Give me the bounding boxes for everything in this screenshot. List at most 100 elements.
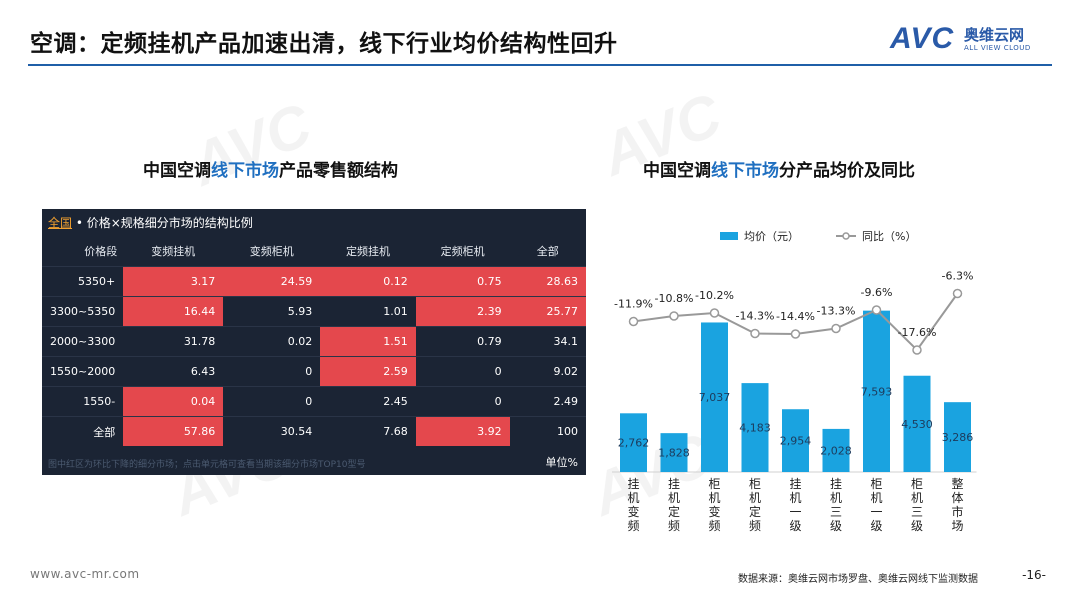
yoy-value-label: -11.9% — [614, 298, 653, 311]
category-label-char: 柜 — [749, 477, 761, 491]
row-label: 2000~3300 — [42, 326, 124, 356]
panel-footnote: 图中红区为环比下降的细分市场；点击单元格可查看当期该细分市场TOP10型号 — [48, 460, 366, 470]
yoy-point — [790, 329, 801, 339]
yoy-value-label: -9.6% — [861, 286, 893, 299]
logo-cn-text: 奥维云网 — [964, 26, 1025, 44]
table-cell[interactable]: 2.59 — [320, 356, 416, 386]
category-label-char: 频 — [668, 519, 680, 533]
table-cell[interactable]: 9.02 — [509, 356, 586, 386]
table-cell[interactable]: 24.59 — [223, 266, 321, 296]
category-label-char: 级 — [789, 519, 801, 533]
table-cell[interactable]: 0.79 — [415, 326, 510, 356]
title-divider — [28, 64, 1052, 66]
table-row: 1550- 0.04 0 2.45 0 2.49 — [42, 386, 586, 416]
bar-value-label: 2,954 — [780, 435, 812, 448]
table-cell[interactable]: 0.04 — [123, 386, 224, 416]
row-label: 1550~2000 — [42, 356, 124, 386]
legend-label: 同比（%） — [862, 230, 916, 243]
category-label-char: 柜 — [911, 477, 923, 491]
bar — [741, 383, 769, 472]
table-cell[interactable]: 6.43 — [123, 356, 224, 386]
category-label-char: 市 — [951, 504, 963, 519]
legend-bar-swatch — [720, 232, 738, 240]
table-cell[interactable]: 1.51 — [320, 326, 416, 356]
table-cell[interactable]: 0 — [223, 356, 321, 386]
category-label-char: 变 — [627, 504, 639, 519]
column-header: 变频柜机 — [249, 245, 294, 258]
table-cell[interactable]: 0.02 — [223, 326, 321, 356]
table-cell[interactable]: 34.1 — [509, 326, 586, 356]
table-cell[interactable]: 28.63 — [509, 266, 586, 296]
category-label-char: 变 — [708, 504, 720, 519]
bar — [903, 375, 931, 472]
table-cell[interactable]: 5.93 — [223, 296, 321, 326]
unit-label: 单位% — [545, 456, 578, 469]
category-label-char: 一 — [870, 505, 882, 519]
table-cell[interactable]: 100 — [509, 416, 586, 446]
category-label-char: 机 — [749, 491, 761, 505]
category-label-char: 场 — [951, 519, 963, 533]
table-cell[interactable]: 16.44 — [123, 296, 224, 326]
category-label-char: 柜 — [870, 477, 882, 491]
category-label-char: 一 — [789, 505, 801, 519]
category-label-char: 频 — [627, 519, 639, 533]
table-cell[interactable]: 25.77 — [509, 296, 586, 326]
table-cell[interactable]: 0 — [415, 386, 510, 416]
yoy-value-label: -6.3% — [942, 270, 974, 283]
page-title: 空调：定频挂机产品加速出清，线下行业均价结构性回升 — [30, 31, 618, 57]
panel-header: 全国 • 价格×规格细分市场的结构比例 — [48, 214, 253, 231]
table-cell[interactable]: 1.01 — [320, 296, 416, 326]
table-cell[interactable]: 31.78 — [123, 326, 224, 356]
bar-value-label: 1,828 — [658, 447, 690, 460]
table-cell[interactable]: 0 — [415, 356, 510, 386]
category-label-char: 整 — [951, 476, 963, 491]
table-cell[interactable]: 2.49 — [509, 386, 586, 416]
page-number: -16- — [1022, 568, 1046, 582]
column-header: 变频挂机 — [151, 245, 196, 258]
table-cell[interactable]: 7.68 — [320, 416, 416, 446]
category-label-char: 柜 — [708, 477, 720, 491]
table-cell[interactable]: 3.92 — [415, 416, 510, 446]
logo-brand: AVC — [890, 22, 955, 55]
footer-url[interactable]: www.avc-mr.com — [30, 567, 140, 581]
category-label-char: 挂 — [830, 477, 842, 491]
legend-line-marker — [842, 232, 850, 240]
yoy-value-label: -10.2% — [695, 289, 734, 302]
row-label: 3300~5350 — [42, 296, 124, 326]
yoy-point — [669, 311, 679, 321]
yoy-value-label: -10.8% — [655, 292, 694, 305]
category-label-char: 机 — [789, 491, 801, 505]
legend-label: 均价（元） — [744, 230, 799, 243]
avc-logo: AVC 奥维云网 ALL VIEW CLOUD — [890, 20, 1050, 60]
bar-value-label: 3,286 — [942, 431, 974, 444]
yoy-point — [952, 288, 963, 299]
table-cell[interactable]: 2.45 — [320, 386, 416, 416]
column-header: 定频挂机 — [345, 245, 390, 258]
panel-header-text: • 价格×规格细分市场的结构比例 — [72, 216, 253, 230]
category-label-char: 机 — [870, 491, 882, 505]
region-selector-link[interactable]: 全国 — [48, 216, 73, 230]
table-cell[interactable]: 0.12 — [320, 266, 416, 296]
table-cell[interactable]: 57.86 — [123, 416, 224, 446]
bar — [944, 402, 971, 472]
bar-value-label: 4,530 — [901, 418, 933, 431]
bar — [782, 409, 809, 472]
bar — [863, 310, 890, 472]
table-cell[interactable]: 3.17 — [123, 266, 224, 296]
table-cell[interactable]: 0.75 — [415, 266, 510, 296]
table-cell[interactable]: 30.54 — [223, 416, 321, 446]
table-cell[interactable]: 2.39 — [415, 296, 510, 326]
left-section-title: 中国空调线下市场产品零售额结构 — [143, 161, 398, 181]
category-label-char: 体 — [951, 491, 963, 505]
bar-value-label: 7,593 — [861, 385, 893, 398]
category-label-char: 定 — [668, 504, 680, 519]
column-header: 价格段 — [84, 245, 118, 258]
category-label-char: 机 — [668, 491, 680, 505]
bar-value-label: 2,762 — [618, 437, 650, 450]
watermark-1: AVC — [182, 90, 321, 200]
category-label-char: 三 — [830, 505, 842, 519]
row-label: 1550- — [42, 386, 124, 416]
category-label-char: 级 — [870, 519, 882, 533]
table-cell[interactable]: 0 — [223, 386, 321, 416]
